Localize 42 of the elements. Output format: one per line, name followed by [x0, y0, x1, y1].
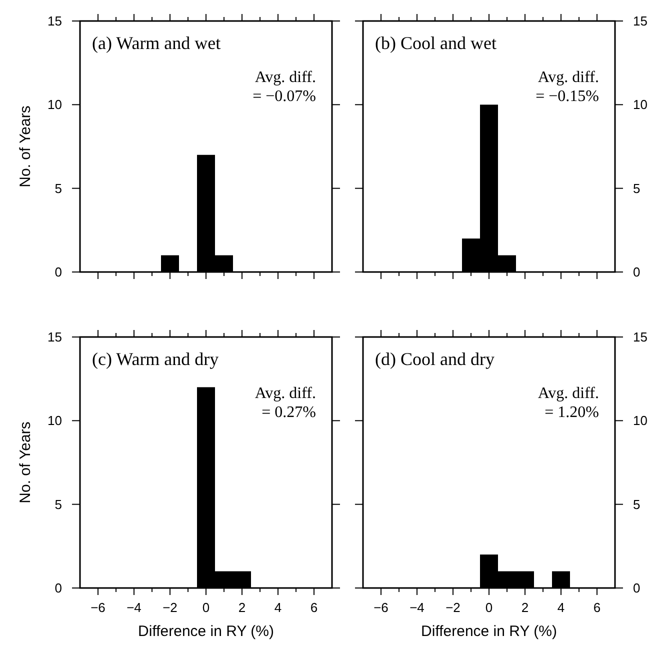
y-tick-label: 15 [633, 14, 648, 29]
x-tick-label: −6 [374, 600, 388, 615]
x-tick-label: −4 [410, 600, 424, 615]
y-tick-label: 0 [54, 264, 62, 280]
y-tick-label: 15 [633, 330, 648, 345]
y-tick-label: 10 [633, 97, 648, 112]
x-tick-label: −6 [90, 600, 106, 615]
x-tick-label: 4 [274, 600, 282, 615]
y-axis-title: No. of Years [17, 422, 34, 504]
x-tick-label: 4 [557, 600, 565, 615]
y-tick-label: 5 [54, 496, 62, 512]
y-tick-label: 5 [633, 180, 640, 196]
y-axis-title: No. of Years [17, 106, 34, 188]
x-tick-label: 2 [521, 600, 529, 615]
y-tick-label: 10 [48, 97, 62, 112]
y-tick-label: 15 [48, 14, 62, 29]
y-tick-label: 0 [633, 264, 640, 280]
x-tick-label: 6 [310, 600, 318, 615]
y-tick-label: 10 [633, 413, 648, 428]
y-tick-label: 15 [48, 330, 62, 345]
y-tick-label: 10 [48, 413, 62, 428]
annotation: Avg. diff. = −0.07% [252, 69, 316, 105]
y-tick-label: 0 [54, 580, 62, 596]
x-tick-label: 6 [593, 600, 601, 615]
x-tick-label: −2 [446, 600, 460, 615]
x-tick-label: −2 [162, 600, 178, 615]
text: (b) Cool and wet [375, 33, 496, 53]
text: (d) Cool and dry [375, 349, 494, 369]
x-axis-title: Difference in RY (%) [421, 623, 557, 640]
annotation: Avg. diff. = 1.20% [538, 385, 599, 421]
text: (c) Warm and dry [92, 349, 219, 369]
text: (a) Warm and wet [92, 33, 221, 53]
x-tick-label: −4 [126, 600, 142, 615]
y-tick-label: 5 [633, 496, 640, 512]
annotation: Avg. diff. = −0.15% [536, 69, 599, 105]
y-tick-label: 5 [54, 180, 62, 196]
x-tick-label: 2 [238, 600, 246, 615]
x-axis-title: Difference in RY (%) [138, 623, 274, 640]
x-tick-label: 0 [485, 600, 493, 615]
x-tick-label: 0 [202, 600, 210, 615]
annotation: Avg. diff. = 0.27% [254, 385, 316, 421]
y-tick-label: 0 [633, 580, 640, 596]
